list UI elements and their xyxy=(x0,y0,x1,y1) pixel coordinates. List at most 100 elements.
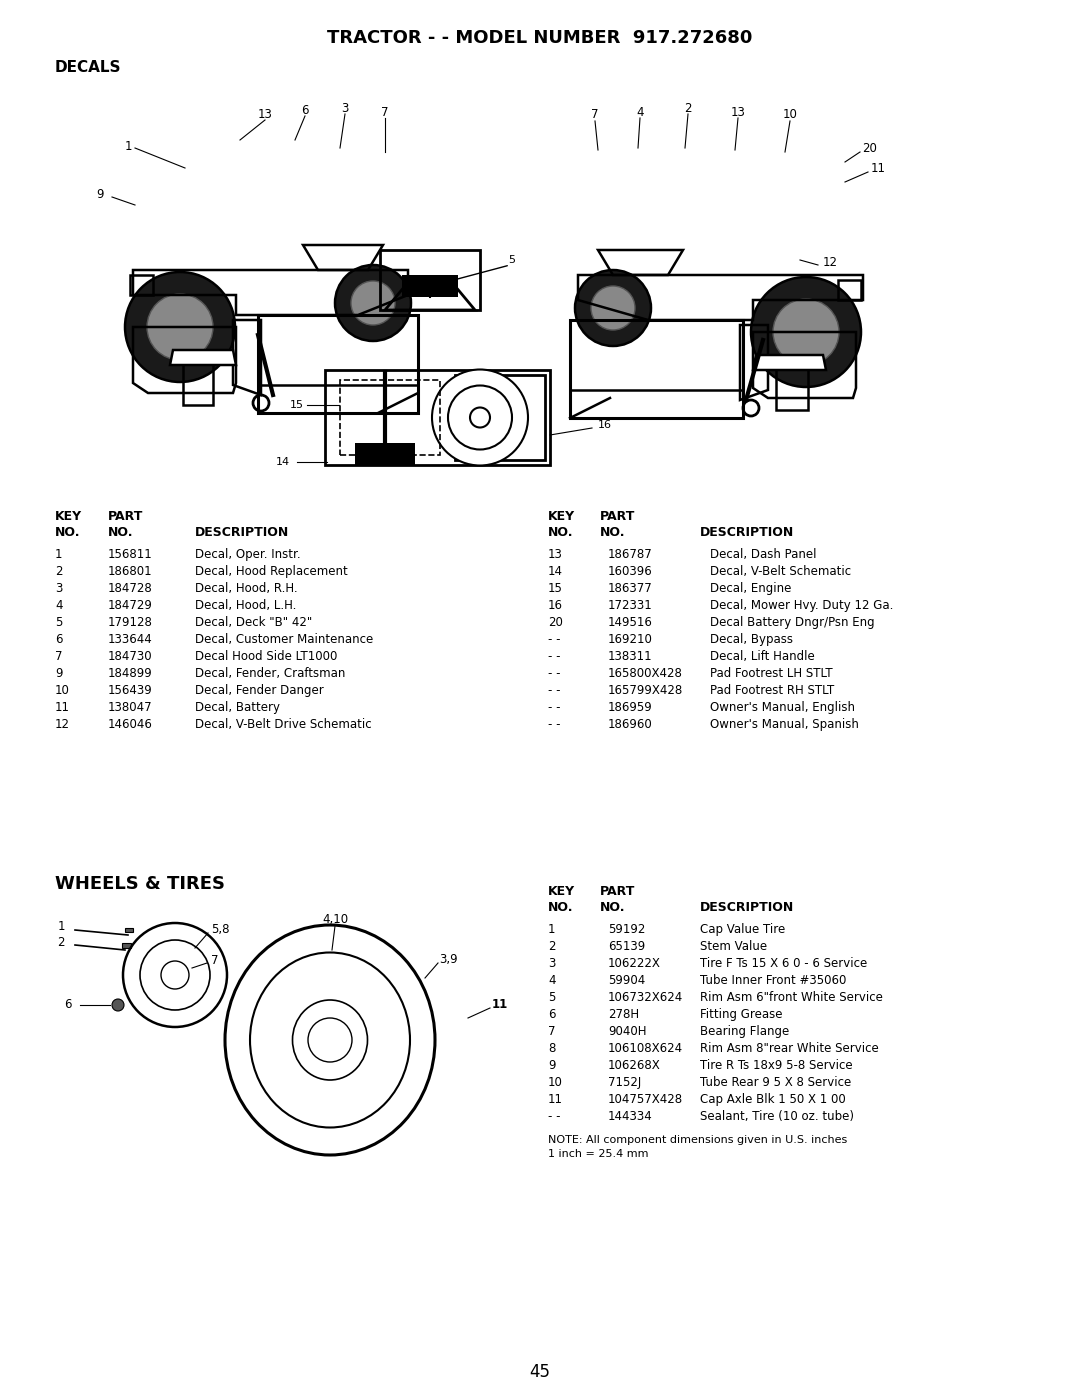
Text: 3: 3 xyxy=(548,957,555,970)
Text: 146046: 146046 xyxy=(108,718,153,731)
Text: 13: 13 xyxy=(548,548,563,562)
Text: Decal, V-Belt Schematic: Decal, V-Belt Schematic xyxy=(710,564,851,578)
Text: 106732X624: 106732X624 xyxy=(608,990,684,1004)
Text: NO.: NO. xyxy=(548,527,573,539)
Text: 15: 15 xyxy=(548,583,563,595)
Text: 11: 11 xyxy=(548,1092,563,1106)
Circle shape xyxy=(591,286,635,330)
Text: 4: 4 xyxy=(548,974,555,988)
Text: Decal Battery Dngr/Psn Eng: Decal Battery Dngr/Psn Eng xyxy=(710,616,875,629)
Text: 186959: 186959 xyxy=(608,701,652,714)
Text: DESCRIPTION: DESCRIPTION xyxy=(195,527,289,539)
Text: Decal, Fender Danger: Decal, Fender Danger xyxy=(195,685,324,697)
Text: 59904: 59904 xyxy=(608,974,645,988)
Text: 13: 13 xyxy=(730,106,745,119)
Text: Decal, Hood Replacement: Decal, Hood Replacement xyxy=(195,564,348,578)
Text: 1: 1 xyxy=(55,548,63,562)
Text: 1 inch = 25.4 mm: 1 inch = 25.4 mm xyxy=(548,1148,648,1160)
Text: 156811: 156811 xyxy=(108,548,152,562)
Text: 165799X428: 165799X428 xyxy=(608,685,684,697)
Text: DECALS: DECALS xyxy=(55,60,121,75)
Text: 45: 45 xyxy=(529,1363,551,1382)
Text: 10: 10 xyxy=(548,1076,563,1090)
Text: 9: 9 xyxy=(55,666,63,680)
Text: KEY: KEY xyxy=(55,510,82,522)
Polygon shape xyxy=(170,351,237,365)
Text: 16: 16 xyxy=(548,599,563,612)
Text: 59192: 59192 xyxy=(608,923,646,936)
Text: 5: 5 xyxy=(55,616,63,629)
Text: 7: 7 xyxy=(591,109,598,122)
Text: Tire R Ts 18x9 5-8 Service: Tire R Ts 18x9 5-8 Service xyxy=(700,1059,852,1071)
Text: 5: 5 xyxy=(548,990,555,1004)
Text: 6: 6 xyxy=(64,999,71,1011)
Circle shape xyxy=(432,369,528,465)
Text: 12: 12 xyxy=(55,718,70,731)
Circle shape xyxy=(773,299,839,365)
Text: Rim Asm 8"rear White Service: Rim Asm 8"rear White Service xyxy=(700,1042,879,1055)
Text: NO.: NO. xyxy=(55,527,81,539)
Text: 278H: 278H xyxy=(608,1009,639,1021)
Text: 11: 11 xyxy=(491,999,508,1011)
Text: 2: 2 xyxy=(548,940,555,953)
Circle shape xyxy=(351,281,395,326)
Text: Owner's Manual, English: Owner's Manual, English xyxy=(710,701,855,714)
Text: Cap Value Tire: Cap Value Tire xyxy=(700,923,785,936)
Text: 14: 14 xyxy=(548,564,563,578)
Text: 1: 1 xyxy=(548,923,555,936)
Text: 4: 4 xyxy=(636,106,644,119)
Text: 5: 5 xyxy=(509,256,515,265)
Text: 106222X: 106222X xyxy=(608,957,661,970)
Bar xyxy=(340,380,440,455)
Text: 169210: 169210 xyxy=(608,633,653,645)
Text: Owner's Manual, Spanish: Owner's Manual, Spanish xyxy=(710,718,859,731)
Bar xyxy=(122,943,131,949)
Text: 165800X428: 165800X428 xyxy=(608,666,683,680)
Text: NO.: NO. xyxy=(108,527,134,539)
Text: Decal, Bypass: Decal, Bypass xyxy=(710,633,793,645)
Text: 1: 1 xyxy=(57,921,65,933)
Text: Bearing Flange: Bearing Flange xyxy=(700,1025,789,1038)
Text: Decal, V-Belt Drive Schematic: Decal, V-Belt Drive Schematic xyxy=(195,718,372,731)
Text: 9: 9 xyxy=(96,189,104,201)
Text: 3: 3 xyxy=(55,583,63,595)
Text: Fitting Grease: Fitting Grease xyxy=(700,1009,783,1021)
Text: - -: - - xyxy=(548,633,561,645)
Text: 12: 12 xyxy=(823,256,837,268)
Bar xyxy=(402,275,458,298)
Text: - -: - - xyxy=(548,718,561,731)
Text: Tube Rear 9 5 X 8 Service: Tube Rear 9 5 X 8 Service xyxy=(700,1076,851,1090)
Text: 186960: 186960 xyxy=(608,718,652,731)
Text: 4,10: 4,10 xyxy=(322,914,348,926)
Text: 2: 2 xyxy=(57,936,65,950)
Text: 14: 14 xyxy=(275,457,291,467)
Text: 11: 11 xyxy=(870,162,886,175)
Polygon shape xyxy=(753,355,826,370)
Text: DESCRIPTION: DESCRIPTION xyxy=(700,527,794,539)
Text: WHEELS & TIRES: WHEELS & TIRES xyxy=(55,875,225,893)
Text: 13: 13 xyxy=(257,109,272,122)
Text: 7152J: 7152J xyxy=(608,1076,642,1090)
Text: PART: PART xyxy=(600,886,635,898)
Text: 6: 6 xyxy=(301,103,309,116)
Circle shape xyxy=(112,999,124,1011)
Text: 9040H: 9040H xyxy=(608,1025,647,1038)
Text: 186377: 186377 xyxy=(608,583,652,595)
Circle shape xyxy=(335,265,411,341)
Text: - -: - - xyxy=(548,650,561,664)
Text: 156439: 156439 xyxy=(108,685,152,697)
Text: Decal, Dash Panel: Decal, Dash Panel xyxy=(710,548,816,562)
Text: - -: - - xyxy=(548,666,561,680)
Text: 184899: 184899 xyxy=(108,666,152,680)
Text: Tube Inner Front #35060: Tube Inner Front #35060 xyxy=(700,974,847,988)
Circle shape xyxy=(470,408,490,427)
Text: 138311: 138311 xyxy=(608,650,652,664)
Text: NOTE: All component dimensions given in U.S. inches: NOTE: All component dimensions given in … xyxy=(548,1134,847,1146)
Text: 20: 20 xyxy=(548,616,563,629)
Text: Pad Footrest RH STLT: Pad Footrest RH STLT xyxy=(710,685,834,697)
Circle shape xyxy=(125,272,235,381)
Text: PART: PART xyxy=(600,510,635,522)
Text: Decal, Hood, R.H.: Decal, Hood, R.H. xyxy=(195,583,298,595)
Circle shape xyxy=(751,277,861,387)
Text: 160396: 160396 xyxy=(608,564,652,578)
